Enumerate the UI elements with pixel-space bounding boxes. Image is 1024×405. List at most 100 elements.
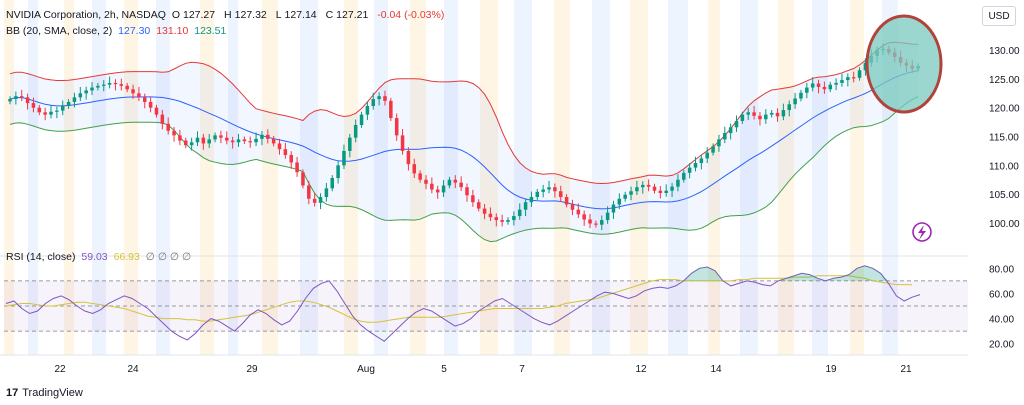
time-tick-label: Aug [357,364,375,375]
candle [570,199,575,216]
candle-body [359,114,364,125]
candle-body [441,185,446,193]
candle-body [810,83,815,88]
candle-body [19,96,24,98]
candle-body [840,80,844,83]
candle [459,176,463,191]
candle-body [553,187,557,192]
candle [822,81,827,94]
candle-body [646,184,651,187]
candle-body [184,140,188,146]
candle [430,177,434,194]
candle [383,90,387,106]
candle [547,180,551,194]
candle-body [400,135,405,151]
candle-body [301,172,305,186]
candle [758,112,762,126]
candle-body [418,173,422,180]
candle-body [72,97,77,102]
candle-body [746,112,750,115]
candle [623,191,627,202]
candle-body [740,114,745,121]
candle [635,180,639,196]
candle [60,100,65,116]
candle [617,193,622,210]
candle [588,214,592,229]
candle-body [500,220,504,222]
candle [723,126,727,144]
candle-body [166,123,170,131]
candle [705,147,709,164]
candle-body [658,190,663,193]
symbol-title[interactable]: NVIDIA Corporation, 2h, NASDAQ [6,9,166,21]
candle-body [629,191,633,195]
candle [605,206,610,224]
candle-body [201,137,206,144]
candle-body [482,208,487,214]
candle-body [682,172,686,180]
candle-body [717,139,721,147]
candle-body [523,202,528,210]
candle [172,127,176,142]
candle-body [406,150,411,165]
bb-fill [10,42,919,242]
candle-body [25,97,30,104]
candle [242,136,247,145]
candle-body [857,70,862,78]
candle-body [588,219,592,224]
candle-body [213,135,217,140]
tradingview-logo[interactable]: 17 TradingView [6,387,83,399]
time-tick-label: 14 [710,364,722,375]
candle [594,220,598,228]
candle-body [641,184,645,188]
lightning-glyph [918,225,926,240]
candle [840,73,844,87]
session-band [554,0,570,355]
candle-body [476,202,481,209]
candle [207,133,211,149]
candle-body [31,103,36,108]
rsi-value: 59.03 [81,251,108,263]
price-tick-label: 125.00 [989,75,1020,86]
candle [734,115,739,132]
rsi-overbought-fill [6,265,920,281]
rsi-legend[interactable]: RSI (14, close) 59.03 66.93 ∅ ∅ ∅ ∅ [6,251,194,263]
candle [43,107,47,121]
candle [271,135,276,147]
candle [494,213,499,227]
candle-body [312,198,317,203]
session-band [344,0,358,355]
session-band [4,0,14,355]
session-band [374,0,388,355]
candle [342,144,346,170]
lightning-icon[interactable] [912,222,932,242]
candle-body [728,127,733,134]
candle-body [435,189,440,193]
candle [553,183,557,198]
candle-body [342,150,346,166]
highlight-ellipse [865,14,943,114]
candle [752,105,756,120]
candle [137,86,141,102]
candle-body [711,146,715,153]
bb-legend[interactable]: BB (20, SMA, close, 2) 127.30 131.10 123… [6,25,229,37]
session-band [92,0,106,355]
candle [717,134,721,152]
candle [787,100,792,117]
candle-body [752,112,756,116]
candle [160,110,165,130]
candle [558,185,563,202]
session-band [262,0,278,355]
candle-body [699,158,704,164]
candle [599,215,604,231]
rsi-ma-value: 66.93 [113,251,140,263]
candle [254,132,258,147]
candle [336,160,340,184]
currency-button[interactable]: USD [982,6,1016,26]
candle [435,185,440,199]
candle-body [787,104,792,111]
candle [113,79,118,91]
candle [740,111,745,124]
candle [371,92,376,110]
